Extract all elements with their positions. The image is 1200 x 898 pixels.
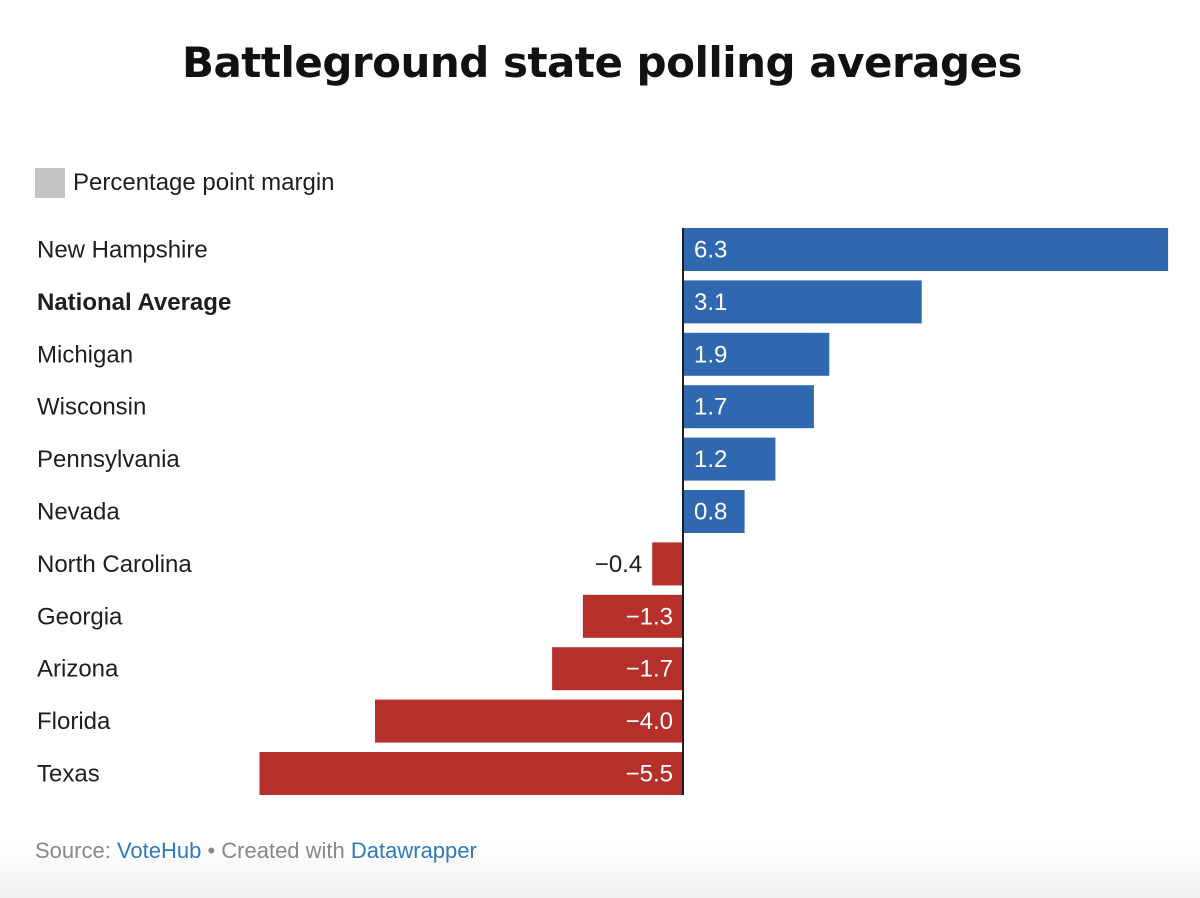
value-label-nevada: 0.8 bbox=[694, 499, 727, 526]
bar-wisconsin bbox=[683, 385, 814, 429]
bar-pennsylvania bbox=[683, 437, 776, 481]
value-label-pennsylvania: 1.2 bbox=[694, 446, 727, 473]
bar-national-average bbox=[683, 280, 922, 324]
value-label-national-average: 3.1 bbox=[694, 289, 727, 316]
value-label-north-carolina: −0.4 bbox=[595, 551, 642, 578]
value-label-texas: −5.5 bbox=[626, 761, 673, 788]
footer: Source: VoteHub • Created with Datawrapp… bbox=[35, 838, 477, 864]
category-label-new-hampshire: New Hampshire bbox=[37, 237, 208, 264]
category-label-north-carolina: North Carolina bbox=[37, 551, 192, 578]
category-label-national-average: National Average bbox=[37, 289, 231, 316]
category-label-pennsylvania: Pennsylvania bbox=[37, 446, 180, 473]
datawrapper-link[interactable]: Datawrapper bbox=[350, 838, 477, 863]
chart-title: Battleground state polling averages bbox=[181, 38, 1023, 87]
bar-texas bbox=[259, 752, 683, 795]
bar-georgia bbox=[582, 594, 683, 638]
value-label-georgia: −1.3 bbox=[626, 603, 673, 630]
category-label-texas: Texas bbox=[37, 761, 100, 788]
category-label-michigan: Michigan bbox=[37, 341, 133, 368]
category-label-nevada: Nevada bbox=[37, 499, 120, 526]
bar-nevada bbox=[683, 490, 745, 533]
legend: Percentage point margin bbox=[35, 167, 335, 199]
bar-florida bbox=[375, 699, 683, 743]
bar-arizona bbox=[552, 647, 683, 691]
value-label-arizona: −1.7 bbox=[626, 656, 673, 683]
bar-north-carolina bbox=[652, 542, 683, 586]
category-label-florida: Florida bbox=[37, 708, 111, 735]
source-link[interactable]: VoteHub bbox=[116, 838, 202, 863]
category-label-georgia: Georgia bbox=[37, 603, 123, 630]
legend-label: Percentage point margin bbox=[73, 169, 335, 196]
footer-separator: • Created with bbox=[201, 838, 351, 863]
value-label-wisconsin: 1.7 bbox=[694, 394, 727, 421]
legend-swatch bbox=[35, 168, 65, 198]
category-label-wisconsin: Wisconsin bbox=[37, 394, 146, 421]
value-label-michigan: 1.9 bbox=[694, 341, 727, 368]
source-prefix: Source: bbox=[35, 838, 117, 863]
category-label-arizona: Arizona bbox=[37, 656, 119, 683]
bar-michigan bbox=[683, 332, 830, 376]
value-label-new-hampshire: 6.3 bbox=[694, 237, 727, 264]
bar-new-hampshire bbox=[683, 228, 1169, 271]
value-label-florida: −4.0 bbox=[626, 708, 673, 735]
